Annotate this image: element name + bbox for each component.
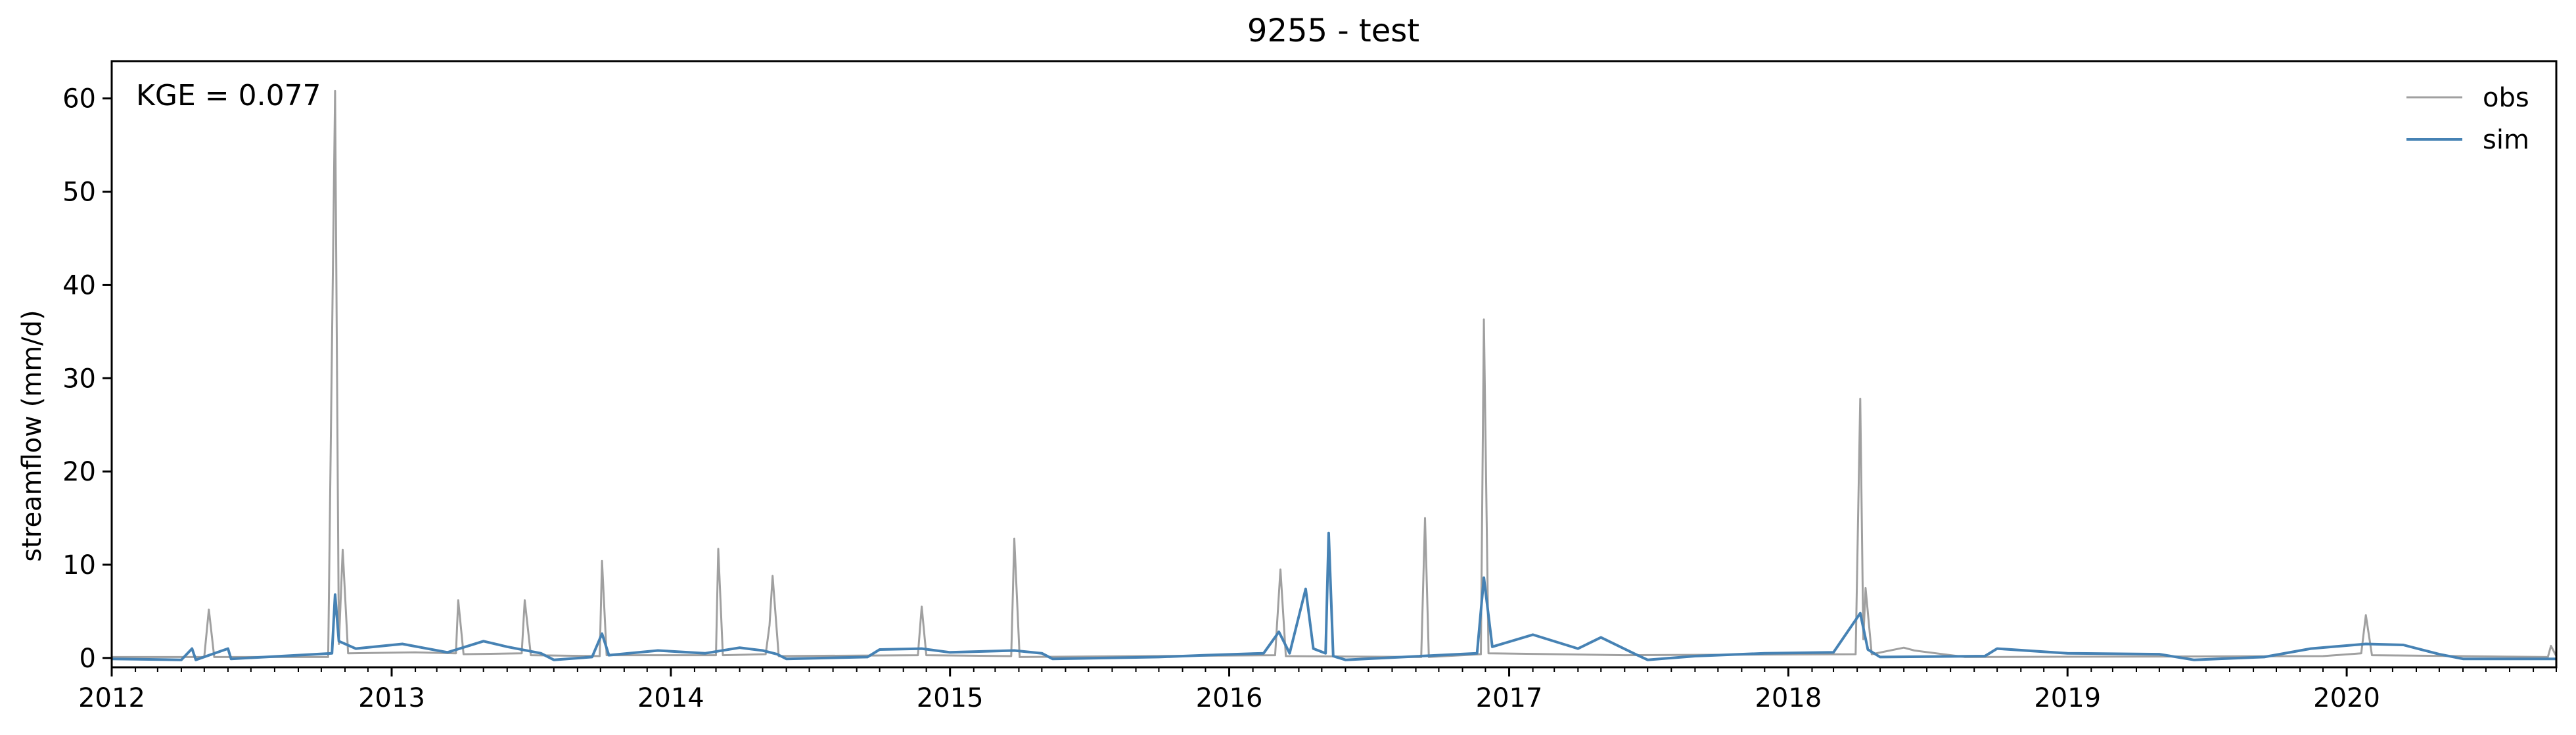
y-axis-label: streamflow (mm/d) [17, 310, 47, 561]
kge-annotation: KGE = 0.077 [136, 79, 321, 112]
y-tick-label: 50 [62, 178, 96, 208]
y-tick-label: 40 [62, 270, 96, 300]
series-line-sim [111, 531, 2556, 661]
x-tick-label: 2017 [1476, 683, 1543, 713]
y-tick-label: 10 [62, 550, 96, 581]
y-tick-label: 0 [80, 644, 96, 674]
x-tick-label: 2020 [2313, 683, 2380, 713]
x-tick-label: 2012 [78, 683, 145, 713]
x-tick-label: 2014 [637, 683, 704, 713]
x-axis: 2012 2013 2014 2015 2016 2017 2018 2019 2020 [78, 667, 2557, 713]
x-tick-label: 2016 [1196, 683, 1263, 713]
legend-label-sim: sim [2483, 125, 2529, 155]
y-axis: 0 10 20 30 40 50 60 [62, 84, 112, 674]
x-tick-label: 2018 [1755, 683, 1822, 713]
legend-label-obs: obs [2483, 83, 2529, 113]
plot-area [111, 89, 2558, 661]
x-tick-label: 2013 [358, 683, 425, 713]
x-tick-label: 2015 [917, 683, 984, 713]
x-tick-label: 2019 [2034, 683, 2101, 713]
y-tick-label: 60 [62, 84, 96, 114]
y-tick-label: 20 [62, 457, 96, 487]
y-tick-label: 30 [62, 364, 96, 394]
series-line-obs [112, 89, 2558, 658]
chart-title: 9255 - test [1247, 12, 1419, 49]
plot-frame [110, 60, 2558, 669]
legend: obs sim [2406, 83, 2529, 155]
